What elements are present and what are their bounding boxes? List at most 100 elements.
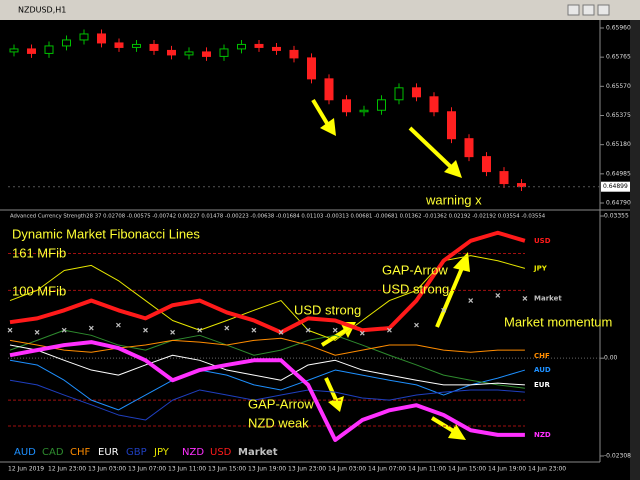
market-cross	[441, 307, 447, 313]
candle-body	[342, 99, 351, 113]
candle-body	[464, 138, 474, 158]
legend-entry: EUR	[98, 447, 119, 458]
strength-line	[9, 337, 525, 356]
candle-body	[62, 39, 71, 47]
minimize-button[interactable]	[567, 4, 580, 16]
candle-body	[307, 57, 316, 80]
candle-body	[359, 109, 369, 113]
y-tick-label: 0.65375	[606, 112, 631, 119]
y-tick-label: 0.00	[604, 355, 618, 362]
candle-body	[429, 96, 439, 113]
candle-body	[184, 51, 194, 56]
x-tick-label: 13 Jun 03:00	[88, 466, 126, 473]
x-tick-label: 13 Jun 07:00	[128, 466, 166, 473]
candle-body	[254, 43, 264, 48]
market-cross	[224, 325, 230, 331]
candle-body	[517, 183, 526, 188]
candle-body	[202, 51, 211, 57]
x-tick-label: 13 Jun 15:00	[208, 466, 246, 473]
y-tick-label: 0.03355	[604, 213, 629, 220]
strength-line	[9, 329, 525, 389]
candle-body	[132, 43, 141, 48]
y-tick-label: 0.64790	[606, 200, 631, 207]
market-cross	[332, 327, 338, 333]
y-tick-label: 0.65765	[606, 54, 631, 61]
legend-entry: NZD	[182, 447, 204, 458]
candle-body	[79, 33, 89, 41]
market-cross	[495, 293, 501, 298]
x-tick-label: 14 Jun 11:00	[408, 466, 446, 473]
candle-body	[114, 42, 124, 48]
candle-body	[272, 46, 281, 51]
annotation: GAP-Arrow	[382, 262, 448, 277]
x-tick-label: 13 Jun 11:00	[168, 466, 206, 473]
strength-line	[9, 359, 526, 411]
annotation: Dynamic Market Fibonacci Lines	[12, 226, 200, 241]
market-cross	[386, 327, 392, 333]
annotation: 161 MFib	[12, 245, 66, 260]
line-end-label: EUR	[534, 381, 550, 389]
indicator-title: Advanced Currency Strength28 37 0.02708 …	[10, 214, 546, 220]
market-cross	[88, 325, 94, 331]
y-tick-label: 0.64985	[606, 170, 631, 177]
candle-body	[447, 111, 456, 140]
close-button[interactable]	[597, 4, 610, 16]
strength-line	[9, 230, 526, 335]
market-cross	[34, 329, 40, 335]
annotation: 100 MFib	[12, 283, 66, 298]
line-end-label: AUD	[534, 366, 551, 374]
market-cross	[359, 330, 365, 336]
market-cross	[61, 327, 67, 333]
candle-body	[27, 48, 36, 54]
candle-body	[482, 156, 491, 173]
annotation: Market momentum	[504, 314, 612, 329]
annotation: USD strong	[382, 281, 449, 296]
candle-body	[499, 171, 509, 185]
title-bar	[0, 0, 640, 20]
candle-body	[377, 99, 386, 111]
x-tick-label: 14 Jun 19:00	[488, 466, 526, 473]
legend-entry: CHF	[70, 447, 91, 458]
last-price-box	[601, 181, 630, 192]
market-cross	[143, 327, 148, 333]
market-cross	[468, 298, 474, 303]
annotation: warning x	[425, 192, 482, 207]
candle-body	[97, 33, 106, 44]
candle-body	[149, 43, 159, 51]
candle-body	[237, 43, 246, 50]
candle-body	[412, 87, 421, 98]
x-tick-label: 13 Jun 23:00	[288, 466, 326, 473]
candle-body	[44, 45, 54, 54]
x-tick-label: 13 Jun 19:00	[248, 466, 286, 473]
candle-body	[9, 48, 19, 53]
candle-body	[324, 78, 334, 101]
candle-body	[219, 48, 229, 57]
market-cross	[305, 327, 311, 333]
candle-body	[289, 49, 299, 59]
x-tick-label: 14 Jun 07:00	[368, 466, 406, 473]
market-cross	[7, 327, 13, 333]
y-tick-label: 0.65570	[606, 83, 631, 90]
strength-line	[9, 344, 525, 386]
x-tick-label: 14 Jun 03:00	[328, 466, 366, 473]
market-cross	[278, 329, 284, 335]
line-end-label: JPY	[533, 264, 548, 272]
line-end-label: CHF	[534, 352, 550, 360]
annotation: NZD weak	[248, 415, 309, 430]
arrows	[311, 98, 470, 440]
legend-entry: JPY	[153, 447, 170, 458]
line-end-label: USD	[534, 237, 551, 245]
legend-entry: USD	[210, 447, 232, 458]
x-tick-label: 14 Jun 23:00	[528, 466, 566, 473]
annotation: USD strong	[294, 302, 361, 317]
maximize-button[interactable]	[582, 4, 595, 16]
market-cross	[414, 322, 419, 328]
x-tick-label: 12 Jun 2019	[8, 466, 44, 473]
market-cross	[251, 327, 257, 333]
y-tick-label: 0.65180	[606, 141, 631, 148]
side-strip	[630, 20, 640, 480]
annotation: GAP-Arrow	[248, 396, 314, 411]
line-end-label: NZD	[534, 431, 551, 439]
